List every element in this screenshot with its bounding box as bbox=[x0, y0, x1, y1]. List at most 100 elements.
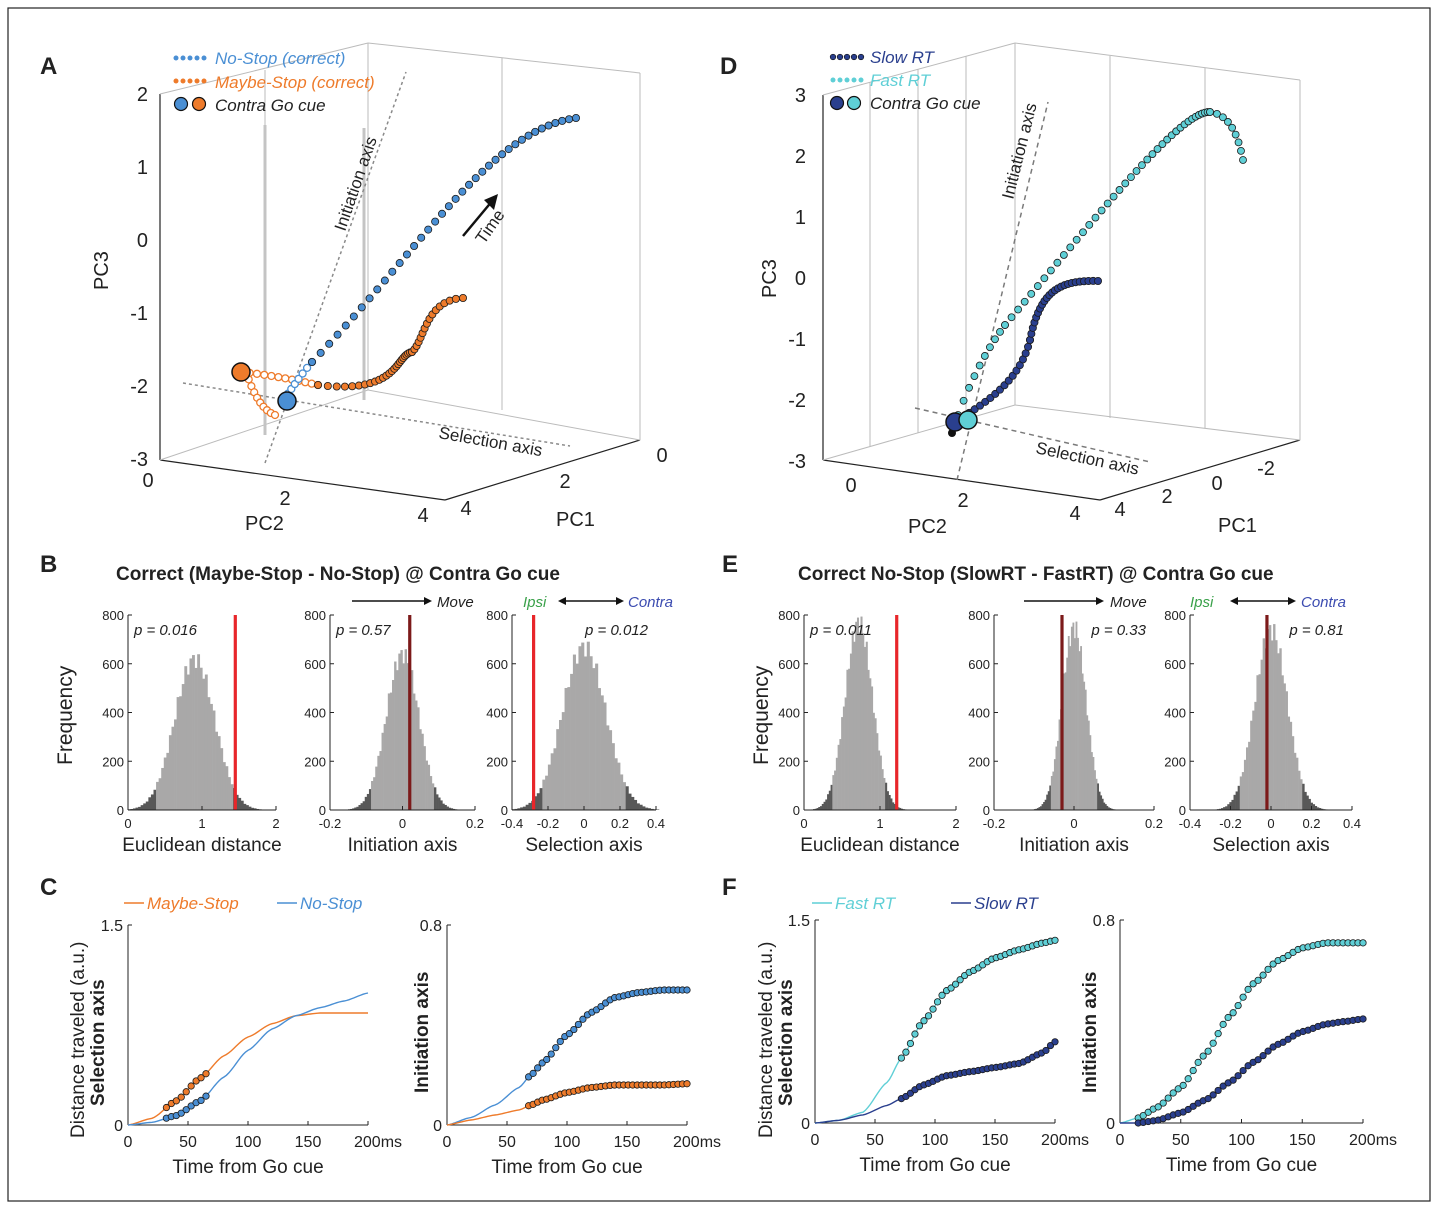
legend-go-cue-orange bbox=[191, 96, 207, 112]
histogram-bar bbox=[377, 755, 380, 810]
histogram-bar bbox=[561, 712, 565, 810]
no-stop-point bbox=[544, 121, 553, 130]
histogram-bar bbox=[222, 762, 226, 810]
series-point bbox=[202, 1070, 210, 1078]
histogram-bar bbox=[542, 779, 546, 810]
histogram-bar bbox=[199, 667, 203, 810]
histogram-bar bbox=[389, 692, 393, 810]
histogram-bar bbox=[1308, 798, 1311, 810]
histogram-bar bbox=[1283, 683, 1286, 810]
histogram-bar bbox=[1053, 759, 1056, 810]
histogram-bar bbox=[1300, 779, 1303, 810]
no-stop-pre-cue-point bbox=[302, 363, 312, 373]
panel-d-box bbox=[822, 95, 1301, 501]
series-point bbox=[1269, 960, 1277, 968]
histogram-b-euclidean: 0 200 400 600 800 0 1 2 Euclidean distance p = 0.… bbox=[102, 608, 281, 856]
series-point bbox=[1189, 1102, 1197, 1110]
histogram-bar bbox=[1225, 806, 1228, 810]
histogram-bar bbox=[130, 808, 134, 810]
histogram-bar bbox=[834, 770, 837, 810]
y-tick-label: 800 bbox=[1164, 608, 1186, 623]
histogram-bar bbox=[1233, 794, 1236, 810]
no-stop-point bbox=[380, 276, 389, 285]
histogram-bar bbox=[1075, 621, 1078, 810]
x-tick-label: 50 bbox=[1172, 1132, 1190, 1149]
series-point bbox=[915, 1022, 924, 1030]
line-chart-c-initiation: 0 0.8 0 50 100 150 200ms Time from Go cue bbox=[420, 918, 721, 1178]
histogram-bar bbox=[192, 655, 195, 810]
histogram-bar bbox=[1046, 794, 1049, 810]
legend-f-fast-rt: Fast RT bbox=[835, 894, 897, 913]
histogram-bar bbox=[1069, 646, 1072, 810]
histogram-bar bbox=[1271, 640, 1274, 810]
histogram-bar bbox=[876, 733, 879, 810]
histogram-bar bbox=[592, 668, 596, 810]
fast-rt-point bbox=[975, 361, 984, 370]
series-point bbox=[933, 998, 942, 1006]
legend-dots-no-stop bbox=[173, 55, 207, 61]
histogram-bar bbox=[584, 656, 588, 810]
y-tick-label: 0 bbox=[501, 803, 508, 818]
no-stop-point bbox=[431, 217, 440, 226]
histogram-bar bbox=[145, 801, 149, 810]
histogram-bar bbox=[1083, 681, 1086, 810]
histogram-bar bbox=[899, 807, 902, 810]
histogram-bar bbox=[1086, 715, 1089, 810]
fast-rt-point bbox=[1213, 109, 1221, 118]
x-axis-label: Time from Go cue bbox=[1166, 1155, 1317, 1176]
histogram-bar bbox=[251, 807, 254, 810]
histogram-bar bbox=[814, 808, 817, 810]
histogram-bar bbox=[1320, 808, 1324, 810]
no-stop-point bbox=[357, 303, 366, 312]
series-point bbox=[906, 1039, 915, 1048]
fast-rt-point bbox=[996, 327, 1004, 336]
histogram-bar bbox=[567, 687, 571, 810]
y-tick-label: 400 bbox=[1164, 706, 1186, 721]
svg-text:2: 2 bbox=[1161, 486, 1172, 508]
panel-b-ipsi-contra-arrow: Ipsi Contra bbox=[523, 594, 673, 611]
histogram-bar bbox=[1248, 741, 1251, 810]
series-point bbox=[187, 1102, 195, 1110]
panel-d-y-label: PC1 bbox=[1218, 515, 1257, 537]
histogram-bar bbox=[1237, 785, 1241, 810]
panel-f-letter: F bbox=[722, 874, 737, 901]
histogram-bar bbox=[179, 696, 183, 810]
x-tick-label: 0 bbox=[124, 1134, 133, 1151]
fast-rt-point bbox=[970, 372, 979, 381]
histogram-bar bbox=[132, 808, 136, 810]
histogram-bar bbox=[194, 667, 198, 810]
histogram-bar bbox=[238, 797, 242, 810]
histogram-bar bbox=[1036, 808, 1039, 810]
fast-rt-point bbox=[1237, 146, 1245, 155]
histogram-bar bbox=[1279, 648, 1282, 810]
no-stop-point bbox=[504, 145, 513, 154]
no-stop-pre-cue-point bbox=[294, 374, 303, 384]
panel-a-selection-axis-line bbox=[182, 382, 571, 447]
y-tick-label: 400 bbox=[968, 706, 990, 721]
histogram-bar bbox=[867, 669, 870, 810]
panel-a-z-label: PC3 bbox=[91, 251, 113, 290]
x-tick-label: 0.4 bbox=[647, 816, 665, 831]
histogram-bar bbox=[1084, 689, 1087, 810]
x-tick-label: 0 bbox=[443, 1134, 452, 1151]
histogram-bar bbox=[564, 687, 568, 810]
panel-e-move-arrow: Move bbox=[1024, 594, 1147, 611]
histogram-bar bbox=[522, 806, 526, 810]
y-tick-label: 800 bbox=[778, 608, 800, 623]
histogram-bar bbox=[628, 793, 632, 810]
histogram-bar bbox=[1239, 776, 1243, 810]
maybe-stop-point bbox=[458, 293, 467, 302]
histogram-bar bbox=[1260, 659, 1263, 810]
panel-a-box bbox=[159, 94, 641, 501]
series-point bbox=[1154, 1103, 1162, 1111]
histogram-bar bbox=[1235, 791, 1238, 810]
series-point bbox=[1051, 1038, 1059, 1046]
x-axis-label: Time from Go cue bbox=[859, 1155, 1010, 1176]
histogram-bar bbox=[625, 786, 629, 810]
y-tick-label: 1.5 bbox=[788, 913, 810, 930]
panel-f-ylabel-left: Selection axis bbox=[776, 979, 797, 1106]
histogram-bar bbox=[595, 663, 599, 810]
histogram-bar bbox=[368, 789, 372, 810]
histogram-bar bbox=[1041, 804, 1044, 810]
y-tick-label: 600 bbox=[304, 657, 326, 672]
